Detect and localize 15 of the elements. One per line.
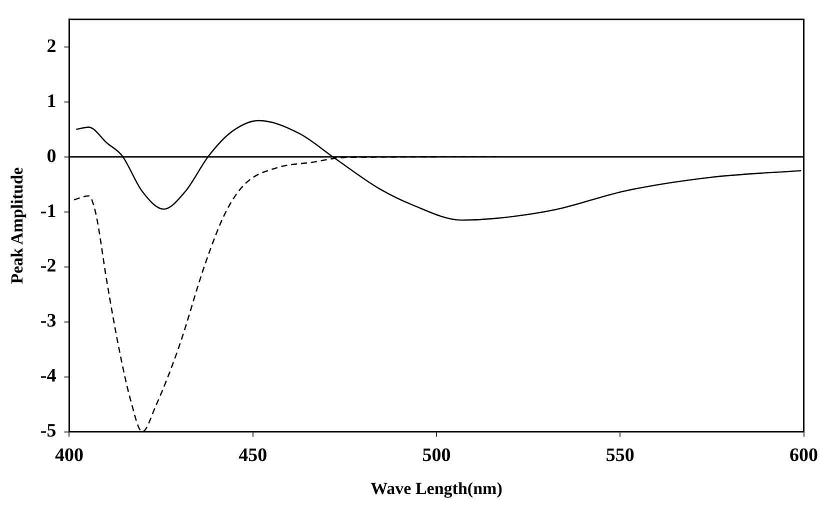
y-tick-label: -3 — [40, 310, 56, 332]
x-tick-label: 600 — [790, 445, 818, 466]
y-tick-label: 1 — [46, 90, 56, 112]
y-axis-title: Peak Amplitude — [8, 166, 27, 284]
y-tick-label: 0 — [46, 146, 56, 167]
x-tick-label: 550 — [606, 445, 634, 466]
x-tick-label: 450 — [238, 445, 268, 466]
y-tick-label: -2 — [40, 256, 56, 277]
x-axis-title: Wave Length(nm) — [370, 479, 502, 498]
y-tick-label: 2 — [46, 36, 56, 57]
y-tick-label: -4 — [40, 366, 57, 387]
x-tick-label: 400 — [54, 445, 84, 466]
y-tick-label: -5 — [40, 420, 56, 442]
x-tick-label: 500 — [422, 445, 451, 466]
y-tick-label: -1 — [40, 200, 56, 222]
